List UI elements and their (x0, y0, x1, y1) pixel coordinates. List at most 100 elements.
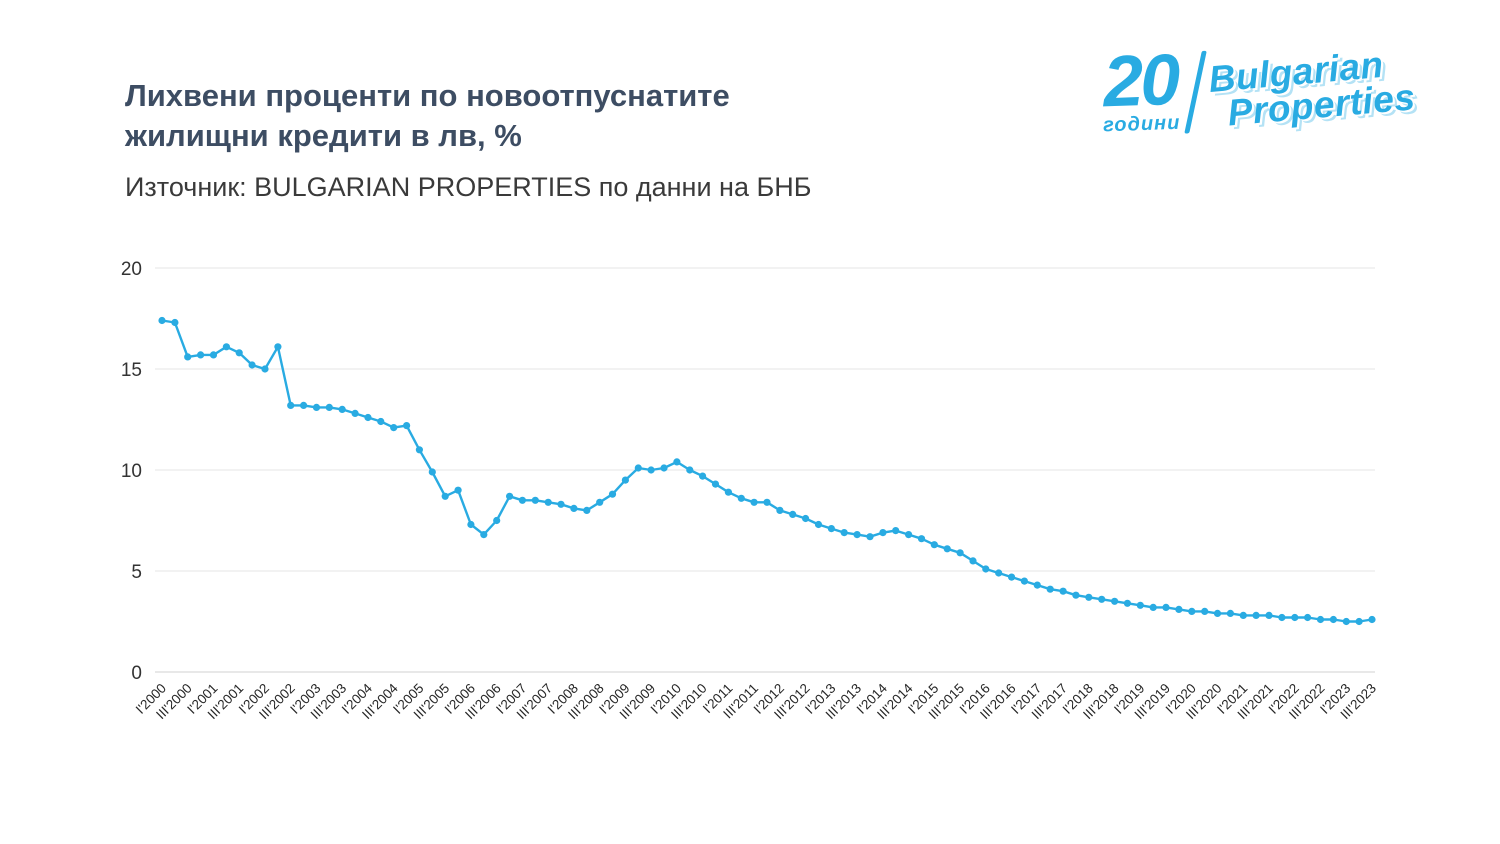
data-point[interactable] (969, 557, 977, 565)
data-point[interactable] (608, 490, 617, 498)
data-point[interactable] (197, 351, 205, 359)
data-point[interactable] (905, 531, 913, 539)
series-line (160, 319, 1374, 623)
data-point[interactable] (660, 464, 668, 472)
brand-logo: 20 години Bulgarian Properties (1100, 40, 1417, 138)
data-point[interactable] (428, 468, 436, 476)
data-point[interactable] (1033, 581, 1041, 589)
data-point[interactable] (390, 424, 398, 432)
data-point[interactable] (518, 496, 526, 504)
data-point[interactable] (634, 464, 642, 472)
data-point[interactable] (158, 316, 166, 325)
data-point[interactable] (943, 545, 951, 553)
data-point[interactable] (1368, 615, 1376, 624)
data-point[interactable] (1059, 587, 1067, 595)
data-point[interactable] (596, 498, 604, 506)
data-point[interactable] (583, 506, 591, 514)
data-point[interactable] (222, 343, 230, 351)
data-point[interactable] (493, 516, 501, 525)
data-point[interactable] (1291, 613, 1299, 622)
data-point[interactable] (1188, 607, 1196, 615)
data-point[interactable] (673, 458, 681, 466)
data-point[interactable] (506, 492, 514, 500)
data-point[interactable] (802, 514, 810, 523)
data-point[interactable] (377, 417, 385, 426)
data-point[interactable] (171, 318, 179, 327)
data-point[interactable] (789, 510, 797, 518)
data-point[interactable] (235, 349, 243, 357)
source-subtitle: Източник: BULGARIAN PROPERTIES по данни … (125, 172, 812, 202)
data-point[interactable] (917, 535, 926, 543)
data-point[interactable] (1304, 613, 1312, 622)
data-point[interactable] (531, 496, 539, 504)
y-tick-label: 20 (121, 259, 142, 280)
data-point[interactable] (763, 498, 771, 506)
data-point[interactable] (699, 472, 707, 480)
data-point[interactable] (261, 365, 269, 373)
data-point[interactable] (647, 466, 655, 474)
data-point[interactable] (570, 504, 578, 512)
data-point[interactable] (982, 565, 990, 573)
data-point[interactable] (1162, 603, 1170, 611)
data-point[interactable] (312, 403, 321, 411)
data-point[interactable] (1213, 609, 1222, 617)
data-point[interactable] (287, 401, 295, 409)
data-point[interactable] (1278, 613, 1286, 622)
data-point[interactable] (1123, 599, 1131, 607)
data-point[interactable] (776, 506, 784, 514)
data-point[interactable] (1329, 615, 1337, 624)
data-point[interactable] (1085, 593, 1093, 601)
data-point[interactable] (814, 520, 823, 529)
data-point[interactable] (892, 527, 900, 535)
data-point[interactable] (737, 494, 745, 502)
data-point[interactable] (750, 498, 758, 506)
data-point[interactable] (1265, 611, 1273, 619)
data-point[interactable] (1355, 617, 1363, 626)
data-point[interactable] (930, 541, 938, 549)
data-point[interactable] (1136, 601, 1144, 609)
data-point[interactable] (441, 492, 449, 500)
data-point[interactable] (209, 351, 218, 359)
y-tick-label: 5 (131, 562, 142, 583)
data-point[interactable] (1342, 617, 1350, 626)
data-point[interactable] (480, 531, 488, 539)
data-point[interactable] (274, 343, 282, 351)
data-point[interactable] (300, 401, 308, 409)
data-point[interactable] (1149, 603, 1157, 611)
data-point[interactable] (686, 466, 694, 474)
data-point[interactable] (351, 409, 359, 417)
data-point[interactable] (1201, 607, 1209, 615)
data-point[interactable] (853, 531, 861, 539)
data-point[interactable] (1111, 597, 1119, 605)
data-point[interactable] (827, 525, 836, 533)
data-point[interactable] (866, 533, 874, 541)
data-point[interactable] (248, 361, 256, 369)
data-point[interactable] (415, 446, 423, 454)
data-point[interactable] (1226, 609, 1234, 617)
data-point[interactable] (711, 480, 720, 488)
data-point[interactable] (1008, 573, 1016, 581)
data-point[interactable] (467, 520, 475, 529)
data-point[interactable] (544, 498, 552, 506)
data-point[interactable] (879, 529, 887, 537)
data-point[interactable] (840, 529, 848, 537)
data-point[interactable] (956, 549, 964, 557)
data-point[interactable] (403, 422, 411, 430)
data-point[interactable] (1046, 585, 1054, 593)
data-point[interactable] (621, 476, 630, 484)
data-point[interactable] (1239, 611, 1247, 619)
data-point[interactable] (1252, 611, 1260, 619)
data-point[interactable] (1020, 577, 1028, 585)
data-point[interactable] (338, 405, 346, 413)
data-point[interactable] (364, 413, 372, 422)
data-point[interactable] (1175, 605, 1183, 613)
data-point[interactable] (325, 403, 333, 411)
data-point[interactable] (557, 500, 565, 508)
data-point[interactable] (1316, 615, 1325, 624)
data-point[interactable] (454, 486, 462, 494)
data-point[interactable] (1098, 595, 1106, 603)
data-point[interactable] (724, 488, 733, 496)
data-point[interactable] (184, 353, 192, 361)
data-point[interactable] (1072, 591, 1080, 599)
data-point[interactable] (995, 569, 1003, 577)
